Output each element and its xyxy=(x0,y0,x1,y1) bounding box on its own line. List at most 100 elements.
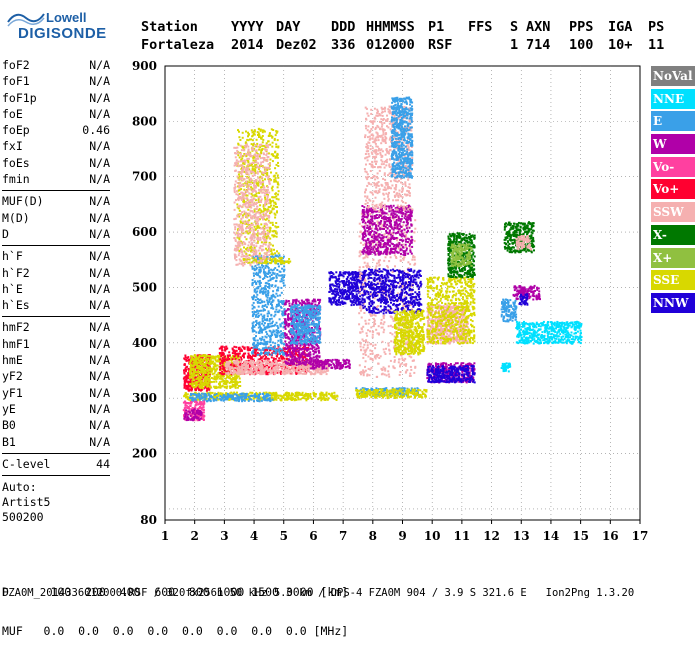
y-tick-label: 200 xyxy=(132,447,157,461)
echo-point xyxy=(239,385,241,387)
echo-point xyxy=(255,345,257,347)
echo-point xyxy=(360,392,362,394)
y-tick-label: 400 xyxy=(132,336,157,350)
echo-point xyxy=(197,381,199,383)
echo-point xyxy=(261,176,263,178)
echo-point xyxy=(254,226,256,228)
echo-point xyxy=(238,373,240,375)
echo-point xyxy=(221,396,223,398)
echo-point xyxy=(277,299,279,301)
echo-point xyxy=(275,172,277,174)
echo-point xyxy=(366,395,368,397)
echo-point xyxy=(252,146,254,148)
echo-point xyxy=(228,361,230,363)
echo-point xyxy=(272,129,274,131)
echo-point xyxy=(251,392,253,394)
echo-point xyxy=(196,401,198,403)
echo-point xyxy=(227,376,229,378)
echo-point xyxy=(246,139,248,141)
echo-point xyxy=(399,393,401,395)
echo-point xyxy=(226,387,228,389)
echo-point xyxy=(268,373,270,375)
echo-point xyxy=(227,372,229,374)
echo-point xyxy=(201,401,203,403)
echo-point xyxy=(200,358,202,360)
echo-point xyxy=(276,153,278,155)
echo-point xyxy=(188,407,190,409)
x-tick-label: 10 xyxy=(424,529,441,543)
echo-point xyxy=(281,280,283,282)
echo-point xyxy=(263,370,265,372)
x-tick-label: 1 xyxy=(161,529,169,543)
echo-point xyxy=(264,253,266,255)
echo-point xyxy=(241,368,243,370)
echo-point xyxy=(193,358,195,360)
echo-point xyxy=(260,129,262,131)
echo-point xyxy=(216,393,218,395)
echo-point xyxy=(263,130,265,132)
echo-point xyxy=(267,266,269,268)
echo-point xyxy=(270,307,272,309)
echo-point xyxy=(275,306,277,308)
echo-point xyxy=(209,385,211,387)
x-tick-label: 12 xyxy=(483,529,500,543)
echo-point xyxy=(275,222,277,224)
echo-point xyxy=(235,387,237,389)
echo-point xyxy=(268,280,270,282)
echo-point xyxy=(265,331,267,333)
echo-point xyxy=(277,177,279,179)
echo-point xyxy=(192,364,194,366)
echo-point xyxy=(257,354,259,356)
echo-point xyxy=(278,198,280,200)
echo-point xyxy=(256,296,258,298)
echo-point xyxy=(277,327,279,329)
echo-point xyxy=(187,396,189,398)
echo-point xyxy=(269,320,271,322)
echo-point xyxy=(281,357,283,359)
echo-point xyxy=(336,399,338,401)
echo-point xyxy=(266,319,268,321)
echo-point xyxy=(330,395,332,397)
echo-point xyxy=(224,348,226,350)
echo-point xyxy=(265,248,267,250)
echo-point xyxy=(283,265,285,267)
echo-point xyxy=(241,364,243,366)
echo-point xyxy=(271,318,273,320)
echo-point xyxy=(263,272,265,274)
echo-point xyxy=(278,357,280,359)
echo-point xyxy=(253,244,255,246)
echo-point xyxy=(266,254,268,256)
echo-point xyxy=(269,230,271,232)
echo-point xyxy=(219,348,221,350)
echo-point xyxy=(278,372,280,374)
echo-point xyxy=(277,344,279,346)
echo-point xyxy=(254,307,256,309)
echo-point xyxy=(191,410,193,412)
echo-point xyxy=(263,343,265,345)
echo-point xyxy=(270,227,272,229)
echo-point xyxy=(280,395,282,397)
echo-point xyxy=(255,324,257,326)
echo-point xyxy=(282,312,284,314)
echo-point xyxy=(203,414,205,416)
echo-point xyxy=(262,393,264,395)
echo-point xyxy=(227,393,229,395)
echo-point xyxy=(205,381,207,383)
echo-point xyxy=(383,392,385,394)
echo-point xyxy=(257,298,259,300)
echo-point xyxy=(238,400,240,402)
echo-point xyxy=(300,398,302,400)
echo-point xyxy=(280,336,282,338)
echo-point xyxy=(196,416,198,418)
echo-point xyxy=(366,388,368,390)
echo-point xyxy=(393,390,395,392)
echo-point xyxy=(261,267,263,269)
echo-point xyxy=(239,210,241,212)
echo-point xyxy=(407,389,409,391)
echo-point xyxy=(187,356,189,358)
echo-point xyxy=(283,262,285,264)
echo-point xyxy=(269,144,271,146)
echo-point xyxy=(417,389,419,391)
echo-point xyxy=(267,354,269,356)
echo-point xyxy=(261,323,263,325)
